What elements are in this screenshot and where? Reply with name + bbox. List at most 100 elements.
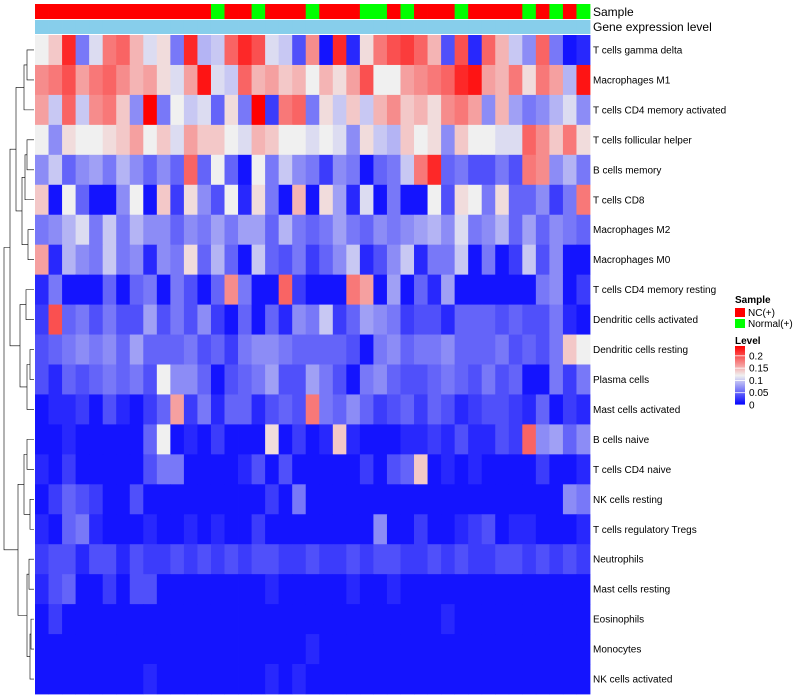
gene-annotation-cell bbox=[454, 20, 469, 34]
heatmap-cell bbox=[481, 244, 496, 276]
heatmap-cell bbox=[35, 154, 49, 186]
heatmap-cell bbox=[359, 514, 374, 545]
legend-swatch-nc bbox=[735, 308, 745, 317]
heatmap-cell bbox=[468, 664, 483, 695]
heatmap-cell bbox=[535, 634, 550, 665]
heatmap-cell bbox=[292, 64, 307, 96]
heatmap-cell bbox=[183, 214, 198, 246]
dendrogram-branch bbox=[15, 87, 24, 212]
heatmap-cell bbox=[89, 124, 104, 156]
heatmap-cell bbox=[48, 274, 63, 305]
heatmap-cell bbox=[224, 184, 239, 216]
heatmap-cell bbox=[576, 214, 591, 246]
heatmap-cell bbox=[522, 334, 537, 365]
heatmap-cell bbox=[278, 214, 293, 246]
heatmap-cell bbox=[265, 514, 280, 545]
heatmap-cell bbox=[183, 544, 198, 575]
heatmap-cell bbox=[210, 544, 225, 575]
heatmap-cell bbox=[481, 184, 496, 216]
heatmap-cell bbox=[373, 394, 388, 425]
heatmap-cell bbox=[549, 424, 564, 455]
heatmap-cell bbox=[481, 304, 496, 335]
heatmap-cell bbox=[576, 184, 591, 216]
heatmap-cell bbox=[414, 154, 428, 186]
heatmap-cell bbox=[562, 64, 577, 96]
heatmap-cell bbox=[170, 244, 185, 276]
heatmap-cell bbox=[441, 184, 456, 216]
gene-annotation-cell bbox=[75, 20, 90, 34]
heatmap-cell bbox=[535, 364, 550, 395]
heatmap-cell bbox=[522, 424, 537, 455]
heatmap-cell bbox=[481, 544, 496, 575]
gene-annotation-cell bbox=[576, 20, 591, 34]
heatmap-cell bbox=[129, 64, 144, 96]
heatmap-cell bbox=[251, 94, 266, 126]
gene-annotation-cell bbox=[278, 20, 293, 34]
sample-annotation-cell bbox=[495, 4, 510, 19]
heatmap-cell bbox=[305, 94, 320, 126]
heatmap-cell bbox=[129, 35, 144, 66]
heatmap-cell bbox=[535, 514, 550, 545]
row-label: T cells gamma delta bbox=[593, 45, 683, 56]
heatmap-cell bbox=[508, 184, 523, 216]
heatmap-cell bbox=[143, 214, 158, 246]
heatmap-cell bbox=[116, 214, 131, 246]
heatmap-cell bbox=[210, 154, 225, 186]
heatmap-cell bbox=[549, 94, 564, 126]
dendrogram-branch bbox=[24, 154, 34, 201]
heatmap-cell bbox=[495, 214, 510, 246]
heatmap-cell bbox=[116, 424, 131, 455]
dendrogram-branch bbox=[26, 439, 34, 470]
row-label: Neutrophils bbox=[593, 555, 644, 566]
heatmap-cell bbox=[441, 304, 456, 335]
heatmap-cell bbox=[332, 394, 347, 425]
heatmap-cell bbox=[346, 184, 361, 216]
heatmap-cell bbox=[197, 244, 212, 276]
heatmap-cell bbox=[481, 454, 496, 485]
heatmap-cell bbox=[359, 634, 374, 665]
heatmap-cell bbox=[522, 274, 537, 305]
heatmap-cell bbox=[414, 364, 428, 395]
heatmap-cell bbox=[454, 664, 469, 695]
heatmap-cell bbox=[278, 664, 293, 695]
heatmap-cell bbox=[508, 64, 523, 96]
heatmap-cell bbox=[197, 124, 212, 156]
heatmap-cell bbox=[156, 454, 171, 485]
heatmap-cell bbox=[400, 664, 415, 695]
heatmap-cell bbox=[562, 214, 577, 246]
heatmap-cell bbox=[359, 424, 374, 455]
heatmap-cell bbox=[427, 454, 442, 485]
heatmap-cell bbox=[292, 214, 307, 246]
heatmap-cell bbox=[251, 154, 266, 186]
heatmap-cell bbox=[346, 94, 361, 126]
heatmap-cell bbox=[386, 544, 401, 575]
heatmap-cell bbox=[414, 334, 428, 365]
heatmap-cell bbox=[75, 184, 90, 216]
heatmap-cell bbox=[156, 244, 171, 276]
heatmap-cell bbox=[197, 664, 212, 695]
heatmap-cell bbox=[414, 244, 428, 276]
heatmap-cell bbox=[373, 454, 388, 485]
legend-tick-label: 0.1 bbox=[749, 376, 763, 387]
heatmap-cell bbox=[116, 94, 131, 126]
heatmap-cell bbox=[116, 35, 131, 66]
heatmap-cell bbox=[535, 124, 550, 156]
heatmap-cell bbox=[414, 634, 428, 665]
heatmap-cell bbox=[75, 154, 90, 186]
heatmap-cell bbox=[481, 124, 496, 156]
heatmap-cell bbox=[251, 604, 266, 635]
heatmap-cell bbox=[278, 634, 293, 665]
heatmap-cell bbox=[427, 604, 442, 635]
heatmap-cell bbox=[414, 35, 428, 66]
heatmap-cell bbox=[508, 304, 523, 335]
heatmap-cell bbox=[224, 424, 239, 455]
heatmap-cell bbox=[129, 94, 144, 126]
heatmap-cell bbox=[359, 35, 374, 66]
legend-swatch-normal bbox=[735, 319, 745, 328]
dendrogram-branch bbox=[30, 618, 34, 650]
heatmap-cell bbox=[292, 334, 307, 365]
gene-annotation-cell bbox=[414, 20, 428, 34]
row-label: Monocytes bbox=[593, 645, 641, 656]
heatmap-cell bbox=[427, 94, 442, 126]
heatmap-cell bbox=[35, 604, 49, 635]
